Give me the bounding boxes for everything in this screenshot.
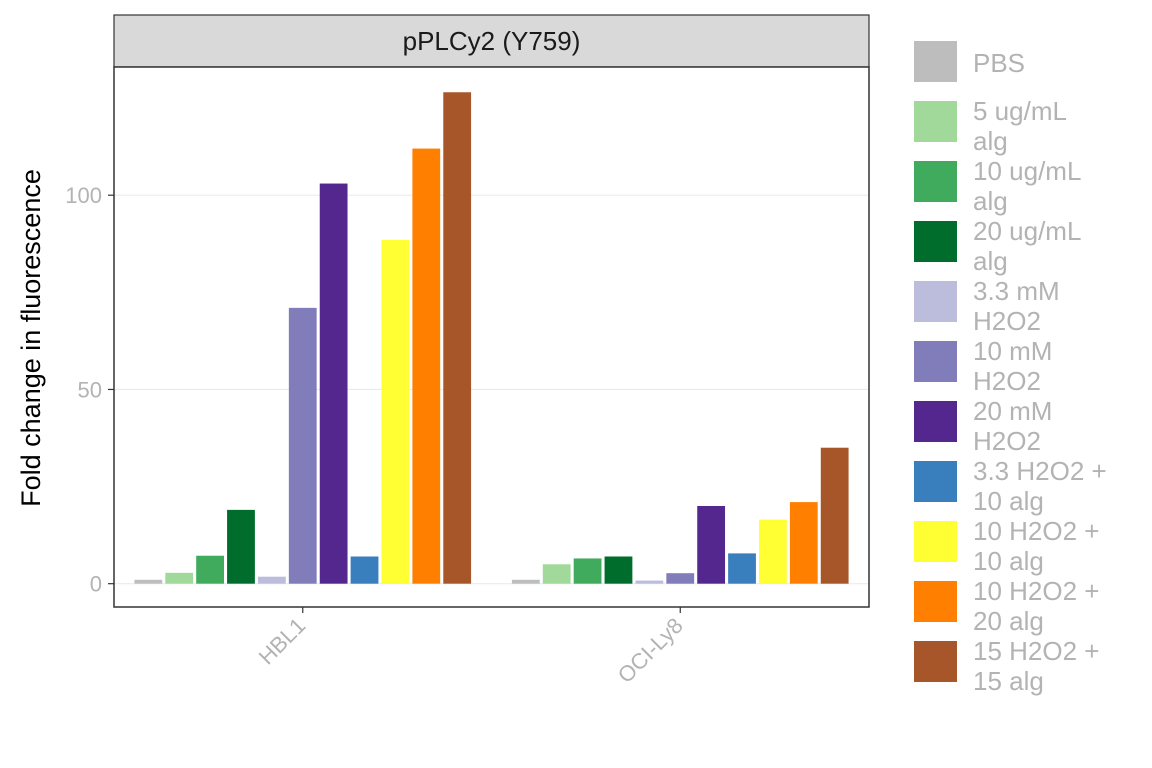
plot-panel-border [113,66,870,608]
bar [666,573,695,584]
x-tick-label: HBL1 [254,613,311,670]
bar [511,579,540,584]
bar [381,239,410,584]
legend-key [914,521,957,562]
bar [319,183,348,584]
legend-key [914,641,957,682]
legend-label: H2O2 [973,366,1041,396]
y-axis-title: Fold change in fluorescence [16,169,46,507]
facet-strip-label: pPLCy2 (Y759) [403,26,581,56]
bar [196,555,224,584]
bar [759,519,787,584]
y-tick-label: 50 [78,377,102,402]
legend-key [914,341,957,382]
bar [635,580,664,584]
bar [573,558,602,584]
bars [134,92,849,584]
y-tick-label: 100 [65,183,102,208]
y-tick-label: 0 [90,572,102,597]
bar [227,509,255,584]
legend-label: 10 alg [973,486,1044,516]
strip-background [113,14,870,68]
legend-label: 20 ug/mL [973,216,1081,246]
bar [134,579,163,584]
legend-label: 10 alg [973,546,1044,576]
legend-label: alg [973,246,1008,276]
bar [412,148,441,584]
bar [728,553,756,584]
legend-label: 10 H2O2 + [973,576,1099,606]
legend-key [914,581,957,622]
legend-label: 5 ug/mL [973,96,1067,126]
legend-label: alg [973,126,1008,156]
x-tick-label: OCI-Ly8 [613,613,688,688]
legend-label: 10 H2O2 + [973,516,1099,546]
bar [443,92,472,584]
legend-label: PBS [973,48,1025,78]
legend-label: 10 mM [973,336,1052,366]
bar [288,307,317,584]
legend-key [914,221,957,262]
legend-label: 10 ug/mL [973,156,1081,186]
bar [257,576,286,584]
legend-label: 20 mM [973,396,1052,426]
legend-label: H2O2 [973,306,1041,336]
legend-key [914,161,957,202]
bar [697,505,726,584]
legend-label: 3.3 H2O2 + [973,456,1107,486]
legend-label: 15 alg [973,666,1044,696]
legend-label: 15 H2O2 + [973,636,1099,666]
bar [820,447,849,584]
legend-label: 20 alg [973,606,1044,636]
legend-key [914,461,957,502]
bar [350,556,379,584]
legend-label: alg [973,186,1008,216]
bar [789,502,818,584]
legend-label: 3.3 mM [973,276,1060,306]
legend-key [914,281,957,322]
bar [604,556,633,584]
bar [165,572,194,584]
legend-key [914,41,957,82]
legend-key [914,401,957,442]
legend-label: H2O2 [973,426,1041,456]
legend-key [914,101,957,142]
bar [542,564,571,584]
